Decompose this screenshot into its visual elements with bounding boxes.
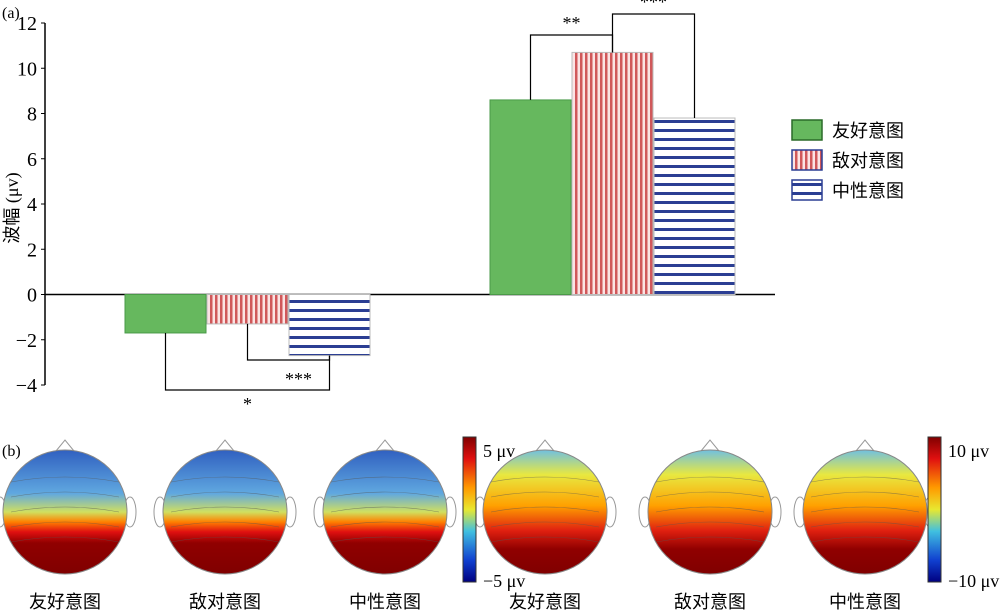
contour-line bbox=[170, 536, 280, 543]
topomap bbox=[313, 439, 457, 575]
contour-line bbox=[10, 536, 120, 543]
significance-label: *** bbox=[640, 0, 667, 12]
scalp-map bbox=[802, 449, 928, 575]
legend-swatch bbox=[791, 119, 823, 141]
legend-label: 友好意图 bbox=[832, 121, 904, 141]
topomap bbox=[153, 439, 297, 575]
y-tick-label: 8 bbox=[27, 104, 37, 126]
scalp-map bbox=[482, 449, 608, 575]
topomap-label: 友好意图 bbox=[29, 592, 101, 611]
nose-icon bbox=[55, 439, 75, 452]
contour-line bbox=[10, 506, 120, 513]
contour-line bbox=[490, 536, 600, 543]
colorbar bbox=[462, 436, 477, 583]
topomap-label: 中性意图 bbox=[829, 592, 901, 611]
topomap bbox=[638, 439, 782, 575]
bar-0-0 bbox=[124, 294, 207, 334]
contour-line bbox=[330, 491, 440, 498]
significance-label: *** bbox=[285, 369, 312, 389]
legend-label: 中性意图 bbox=[832, 181, 904, 201]
axes: 12 10 8 6 4 2 0 −2 −4 波幅 (μv) bbox=[2, 13, 775, 397]
contour-line bbox=[10, 521, 120, 528]
topomap bbox=[0, 439, 137, 575]
y-tick-label: 0 bbox=[27, 285, 37, 307]
contour-line bbox=[10, 476, 120, 483]
y-tick-label: −4 bbox=[16, 375, 37, 397]
contour-line bbox=[170, 521, 280, 528]
contour-line bbox=[655, 506, 765, 513]
contour-line bbox=[655, 536, 765, 543]
y-tick-label: −2 bbox=[16, 330, 37, 352]
topomap-label: 中性意图 bbox=[349, 592, 421, 611]
nose-icon bbox=[215, 439, 235, 452]
bar-1-0 bbox=[206, 294, 289, 325]
colorbar-max-label: 10 μv bbox=[948, 441, 989, 461]
contour-line bbox=[490, 506, 600, 513]
y-tick-label: 6 bbox=[27, 149, 37, 171]
bar-2-0 bbox=[288, 294, 371, 357]
y-tick-label: 2 bbox=[27, 239, 37, 261]
legend-swatch bbox=[791, 149, 823, 171]
colorbar-min-label: −10 μv bbox=[948, 571, 999, 591]
significance-label: ** bbox=[563, 13, 581, 33]
contour-line bbox=[810, 491, 920, 498]
nose-icon bbox=[855, 439, 875, 452]
contour-line bbox=[490, 521, 600, 528]
y-tick-label: 4 bbox=[27, 194, 37, 216]
topomap-label: 友好意图 bbox=[509, 592, 581, 611]
panel-b-label: (b) bbox=[2, 443, 21, 460]
contour-line bbox=[170, 506, 280, 513]
contour-line bbox=[330, 506, 440, 513]
contour-line bbox=[655, 491, 765, 498]
scalp-map bbox=[2, 449, 128, 575]
contour-line bbox=[810, 476, 920, 483]
significance-bracket bbox=[611, 13, 696, 119]
contour-line bbox=[10, 491, 120, 498]
significance-label: * bbox=[243, 394, 252, 414]
bars bbox=[124, 51, 736, 357]
contour-line bbox=[655, 521, 765, 528]
contour-line bbox=[655, 476, 765, 483]
y-axis-label: 波幅 (μv) bbox=[2, 172, 23, 243]
colorbar-min-label: −5 μv bbox=[483, 571, 525, 591]
contour-line bbox=[810, 506, 920, 513]
contour-line bbox=[810, 521, 920, 528]
topomap bbox=[473, 439, 617, 575]
scalp-map bbox=[322, 449, 448, 575]
nose-icon bbox=[700, 439, 720, 452]
contour-line bbox=[490, 491, 600, 498]
y-tick-label: 12 bbox=[17, 13, 37, 35]
scalp-map bbox=[647, 449, 773, 575]
colorbar bbox=[927, 436, 942, 583]
topomap-label: 敌对意图 bbox=[189, 592, 261, 611]
nose-icon bbox=[375, 439, 395, 452]
topomap bbox=[793, 439, 937, 575]
scalp-map bbox=[162, 449, 288, 575]
legend-swatch bbox=[791, 179, 823, 201]
contour-line bbox=[810, 536, 920, 543]
bar-1-1 bbox=[571, 51, 654, 295]
legend-label: 敌对意图 bbox=[832, 151, 904, 171]
bar-2-1 bbox=[653, 117, 736, 296]
bar-0-1 bbox=[489, 99, 572, 295]
contour-line bbox=[170, 476, 280, 483]
contour-line bbox=[330, 536, 440, 543]
contour-line bbox=[330, 476, 440, 483]
contour-line bbox=[490, 476, 600, 483]
significance-bracket bbox=[164, 332, 331, 391]
contour-line bbox=[330, 521, 440, 528]
colorbar-max-label: 5 μv bbox=[483, 441, 515, 461]
contour-line bbox=[170, 491, 280, 498]
topomap-label: 敌对意图 bbox=[674, 592, 746, 611]
topomaps: 友好意图 敌对意图 中性意图 友好意图 敌对意图 中性意图 5 μv −5 μv 10 μv −1… bbox=[0, 436, 999, 611]
significance-brackets: ********* bbox=[164, 0, 696, 414]
y-tick-label: 10 bbox=[17, 58, 37, 80]
nose-icon bbox=[535, 439, 555, 452]
panel-a-label: (a) bbox=[2, 5, 20, 22]
